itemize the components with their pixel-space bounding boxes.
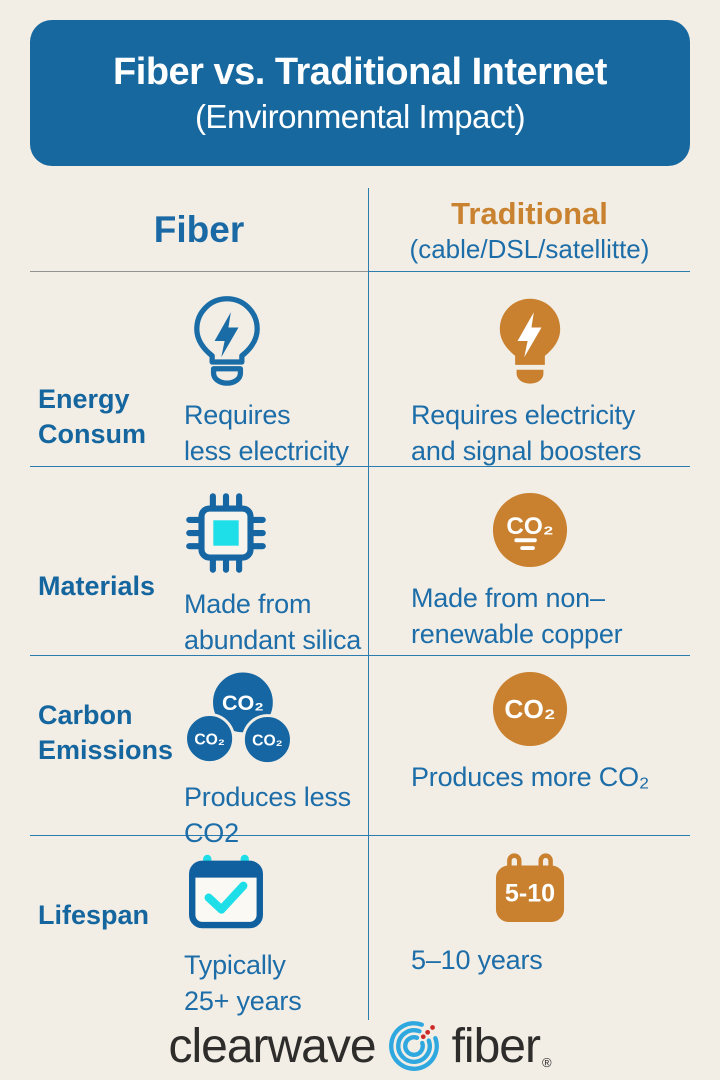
- lightbulb-bolt-filled-icon: [499, 298, 560, 384]
- co2-bulb-icon: CO₂: [492, 492, 567, 568]
- table-row-energy: Energy Consum Requires less electricity …: [30, 272, 690, 470]
- svg-text:CO₂: CO₂: [506, 513, 553, 540]
- traditional-cell-energy: Requires electricity and signal boosters: [368, 272, 690, 470]
- calendar-check-icon: [189, 854, 263, 929]
- svg-text:CO₂: CO₂: [504, 694, 555, 724]
- traditional-cell-carbon: CO₂ Produces more CO₂: [368, 656, 690, 852]
- row-label-materials: Materials: [38, 571, 156, 601]
- fiber-cell-carbon: CO₂ CO₂ CO₂ Produces less CO2: [180, 656, 368, 852]
- traditional-cell-materials: CO₂ Made from non– renewable copper: [368, 467, 690, 659]
- traditional-materials-text: Made from non– renewable copper: [411, 583, 623, 649]
- fiber-materials-text: Made from abundant silica: [184, 589, 362, 655]
- fiber-cell-energy: Requires less electricity: [180, 272, 368, 470]
- comparison-table: Fiber Traditional (cable/DSL/satellitte)…: [30, 188, 690, 1020]
- microchip-icon: [186, 493, 266, 573]
- traditional-column-header: Traditional (cable/DSL/satellitte): [368, 188, 690, 272]
- traditional-cell-lifespan: 5-10 5–10 years: [368, 836, 690, 1020]
- row-label-lifespan: Lifespan: [38, 900, 150, 930]
- svg-text:CO₂: CO₂: [222, 690, 264, 715]
- fiber-cell-materials: Made from abundant silica: [180, 467, 368, 659]
- fiber-cell-lifespan: Typically 25+ years: [180, 836, 368, 1020]
- calendar-range-icon: 5-10: [495, 853, 564, 922]
- brand-fiber-text: fiber: [451, 1019, 541, 1073]
- table-row-materials: Materials Made from abundant silica: [30, 467, 690, 659]
- traditional-column-title: Traditional: [451, 196, 608, 231]
- brand-footer: clearwave fiber ®: [0, 1018, 720, 1074]
- traditional-carbon-text: Produces more CO₂: [411, 762, 650, 792]
- page-title: Fiber vs. Traditional Internet: [113, 50, 607, 93]
- svg-text:5-10: 5-10: [504, 879, 554, 907]
- infographic-page: Fiber vs. Traditional Internet (Environm…: [0, 20, 720, 1074]
- fiber-column-header: Fiber: [30, 188, 368, 272]
- registered-trademark-symbol: ®: [541, 1054, 552, 1070]
- table-row-lifespan: Lifespan Typically 25+ years 5-10: [30, 836, 690, 1020]
- column-header-row: Fiber Traditional (cable/DSL/satellitte): [30, 188, 690, 272]
- row-label-energy: Energy Consum: [38, 384, 146, 449]
- fiber-carbon-text: Produces less CO2: [184, 782, 351, 848]
- traditional-energy-text: Requires electricity and signal boosters: [411, 400, 642, 466]
- svg-text:CO₂: CO₂: [252, 732, 283, 749]
- clearwave-fiber-logo-icon: [388, 1021, 439, 1071]
- lightbulb-bolt-outline-icon: [194, 296, 260, 386]
- page-subtitle: (Environmental Impact): [194, 97, 526, 135]
- row-label-carbon: Carbon Emissions: [38, 700, 174, 765]
- fiber-lifespan-text: Typically 25+ years: [184, 950, 302, 1016]
- co2-circle-icon: CO₂: [492, 671, 567, 747]
- co2-bubbles-icon: CO₂ CO₂ CO₂: [184, 670, 293, 766]
- brand-clearwave-text: clearwave: [168, 1019, 376, 1073]
- svg-text:CO₂: CO₂: [194, 731, 225, 748]
- traditional-lifespan-text: 5–10 years: [411, 945, 543, 975]
- table-row-carbon: Carbon Emissions CO₂ CO₂ CO₂ Produces le…: [30, 656, 690, 852]
- title-banner: Fiber vs. Traditional Internet (Environm…: [30, 20, 690, 166]
- fiber-energy-text: Requires less electricity: [184, 400, 349, 466]
- traditional-column-subtitle: (cable/DSL/satellitte): [409, 234, 650, 264]
